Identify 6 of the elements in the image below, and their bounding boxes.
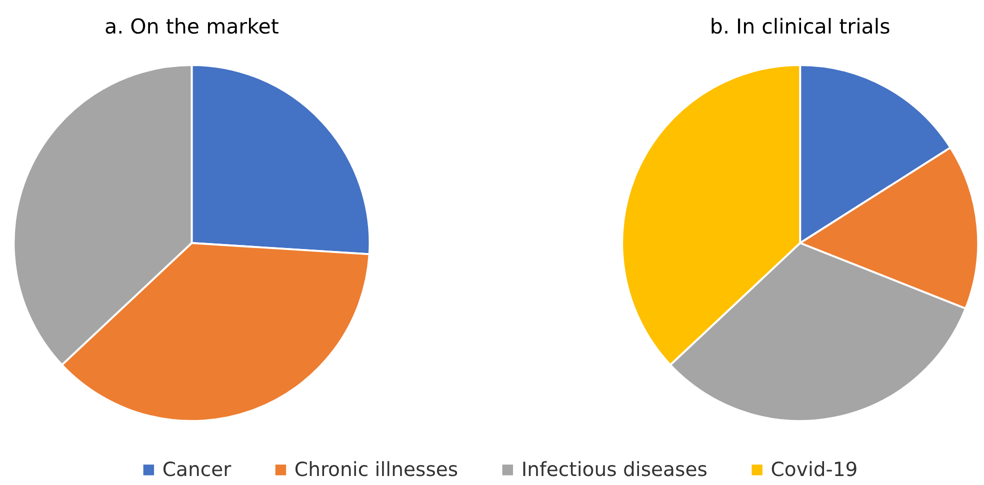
legend-label: Cancer	[162, 458, 232, 481]
legend-label: Chronic illnesses	[294, 458, 458, 481]
legend-label: Covid-19	[770, 458, 858, 481]
slice-label: a. On the market	[104, 14, 279, 39]
slice-label: b. In clinical trials	[710, 14, 890, 39]
legend-label: Infectious diseases	[521, 458, 708, 481]
